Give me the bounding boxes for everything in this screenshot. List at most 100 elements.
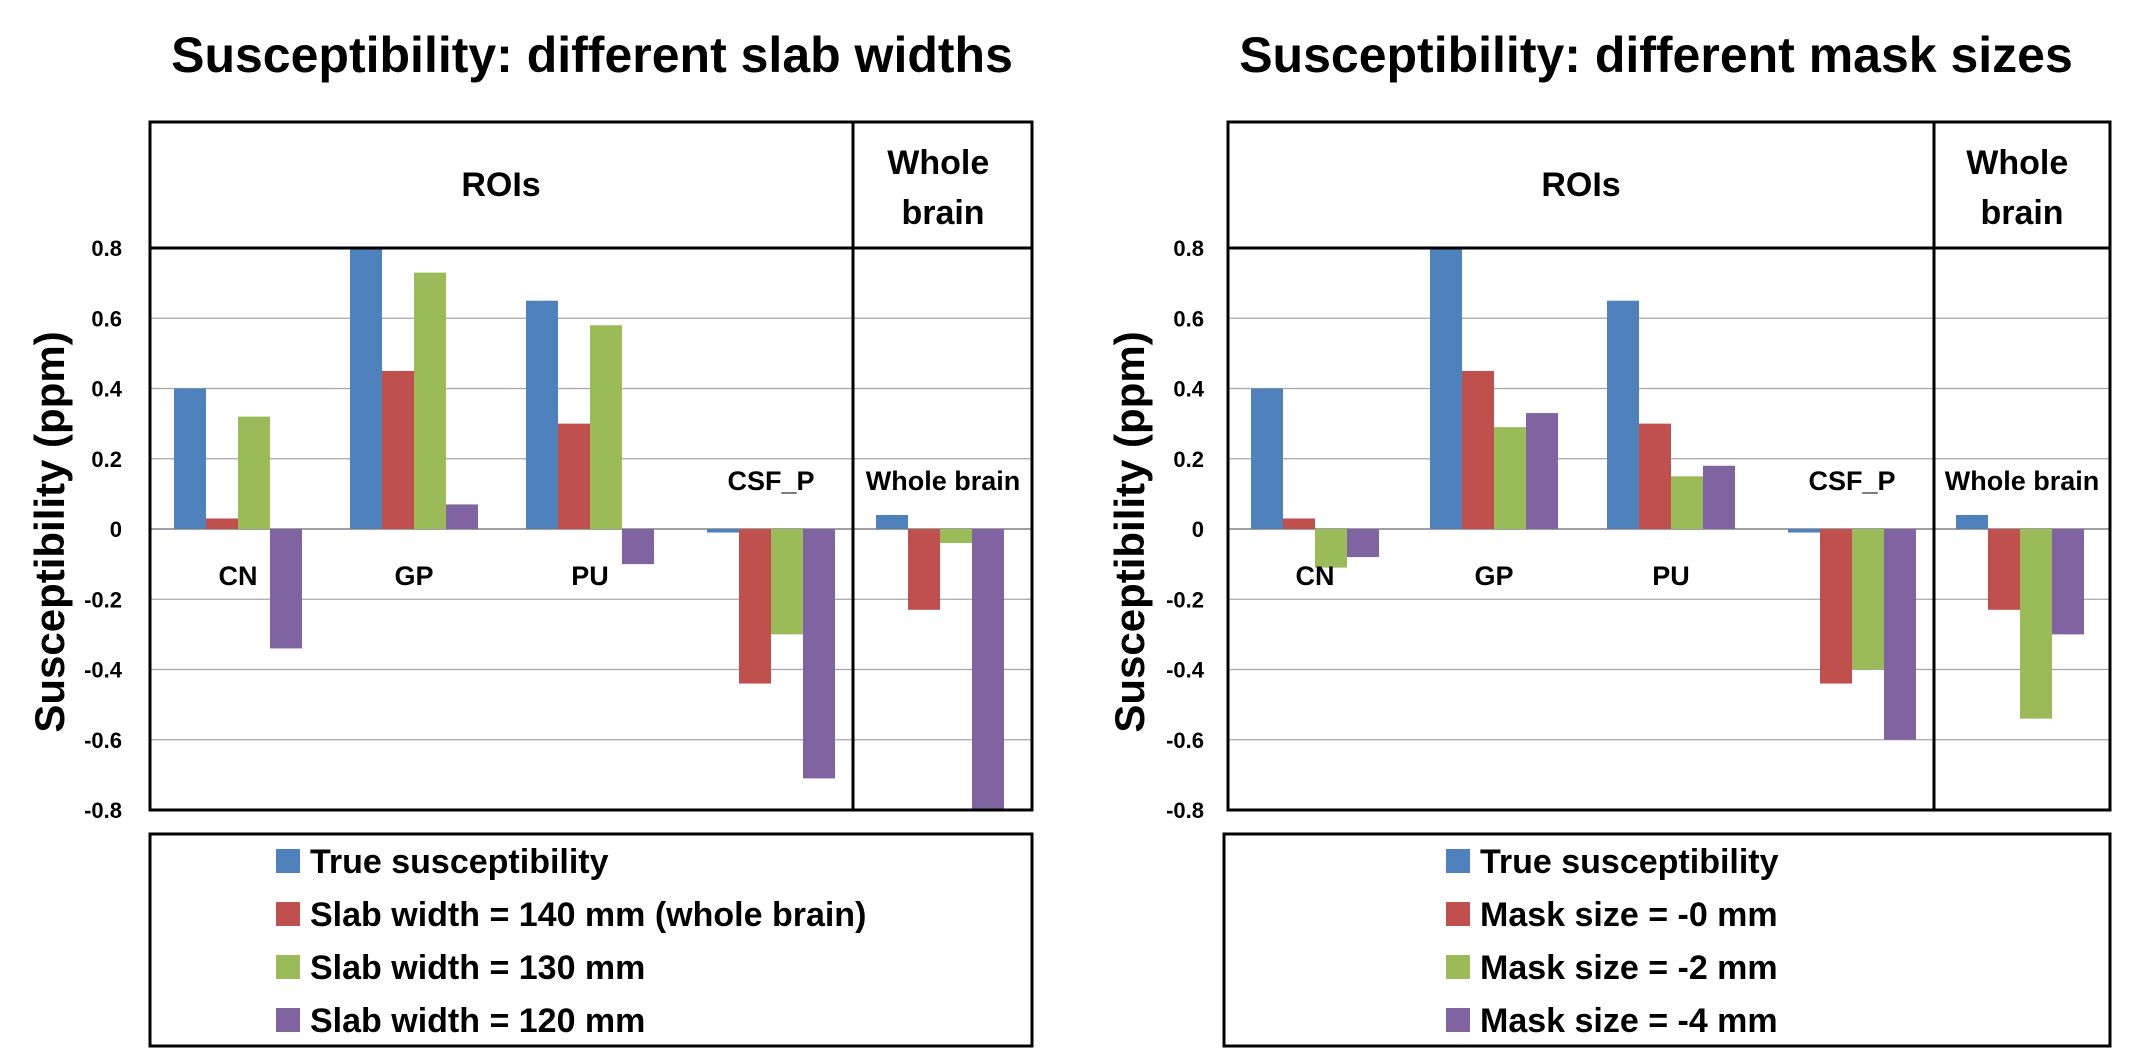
bar xyxy=(526,300,558,529)
category-labels: CN GP PU CSF_P Whole brain xyxy=(219,466,1021,591)
category-label: GP xyxy=(394,561,433,591)
legend-box xyxy=(1222,832,2112,1048)
y-tick-label: 0 xyxy=(110,517,122,542)
bar xyxy=(803,529,835,779)
chart-title: Susceptibility: different mask sizes xyxy=(1239,27,2073,83)
bar xyxy=(1607,300,1639,529)
category-label: Whole brain xyxy=(1945,466,2100,496)
legend-label: Slab width = 140 mm (whole brain) xyxy=(310,896,866,934)
bar xyxy=(558,423,590,529)
bar xyxy=(1283,518,1315,529)
legend-swatch xyxy=(276,902,300,926)
bar xyxy=(1956,514,1988,529)
bar xyxy=(350,248,382,529)
region-label-rois: ROIs xyxy=(1541,166,1620,204)
y-axis-label: Susceptibility (ppm) xyxy=(1106,331,1153,732)
legend: True susceptibility Slab width = 140 mm (… xyxy=(276,843,866,1040)
y-tick-label: 0.6 xyxy=(1173,306,1204,331)
y-tick-label: 0.4 xyxy=(91,377,122,402)
bar xyxy=(1347,529,1379,558)
bar xyxy=(414,272,446,529)
bar xyxy=(1430,248,1462,529)
bar xyxy=(590,325,622,529)
region-label-rois: ROIs xyxy=(461,166,540,204)
y-tick-label: 0.8 xyxy=(1173,236,1204,261)
legend-swatch xyxy=(1446,955,1470,979)
bar xyxy=(382,370,414,529)
category-label: CSF_P xyxy=(727,466,814,496)
legend-label: Mask size = -4 mm xyxy=(1480,1002,1778,1040)
bar xyxy=(771,529,803,635)
category-label: CSF_P xyxy=(1808,466,1895,496)
bar xyxy=(2052,529,2084,635)
bar xyxy=(270,529,302,649)
y-tick-label: -0.4 xyxy=(84,658,123,683)
category-label: PU xyxy=(1652,561,1690,591)
plot-frame xyxy=(148,120,1034,812)
bar xyxy=(1494,427,1526,529)
plot-frame xyxy=(1226,120,2112,812)
bar xyxy=(446,504,478,529)
region-label-whole-brain: Whole brain xyxy=(1966,144,2077,232)
category-label: CN xyxy=(219,561,258,591)
bar xyxy=(1884,529,1916,740)
category-label: PU xyxy=(571,561,609,591)
bar xyxy=(1820,529,1852,684)
legend-label: Slab width = 130 mm xyxy=(310,949,645,987)
legend-box xyxy=(148,832,1034,1048)
legend-swatch xyxy=(1446,849,1470,873)
y-tick-label: 0.6 xyxy=(91,306,122,331)
bar xyxy=(238,416,270,529)
legend-label: Mask size = -2 mm xyxy=(1480,949,1778,987)
bar xyxy=(1671,476,1703,529)
y-axis-label: Susceptibility (ppm) xyxy=(26,331,73,732)
category-label: GP xyxy=(1474,561,1513,591)
bar xyxy=(972,529,1004,810)
y-tick-labels: 0.8 0.6 0.4 0.2 0 -0.2 -0.4 -0.6 -0.8 xyxy=(1166,236,1205,823)
legend-label: Slab width = 120 mm xyxy=(310,1002,645,1040)
chart-title: Susceptibility: different slab widths xyxy=(171,27,1013,83)
bars xyxy=(1251,248,2084,740)
legend-swatch xyxy=(276,955,300,979)
y-tick-label: -0.8 xyxy=(84,798,122,823)
bar xyxy=(876,514,908,529)
legend-swatch xyxy=(276,1008,300,1032)
bar xyxy=(1526,413,1558,529)
legend-label: Mask size = -0 mm xyxy=(1480,896,1778,934)
legend-label: True susceptibility xyxy=(310,843,609,881)
y-tick-labels: 0.8 0.6 0.4 0.2 0 -0.2 -0.4 -0.6 -0.8 xyxy=(84,236,123,823)
bar xyxy=(1852,529,1884,670)
bar xyxy=(1462,370,1494,529)
legend-label: True susceptibility xyxy=(1480,843,1779,881)
y-tick-label: -0.2 xyxy=(1166,587,1204,612)
y-tick-label: 0.2 xyxy=(1173,447,1204,472)
legend-swatch xyxy=(1446,1008,1470,1032)
region-label-whole-brain: Whole brain xyxy=(887,144,998,232)
legend-swatch xyxy=(1446,902,1470,926)
y-tick-label: 0.8 xyxy=(91,236,122,261)
bar xyxy=(707,529,739,533)
y-tick-label: 0 xyxy=(1192,517,1204,542)
y-tick-label: -0.6 xyxy=(84,728,122,753)
y-tick-label: 0.2 xyxy=(91,447,122,472)
bar xyxy=(1251,388,1283,529)
bars xyxy=(174,248,1004,810)
bar xyxy=(2020,529,2052,719)
bar xyxy=(174,388,206,529)
chart-mask-sizes: Susceptibility: different mask sizes Sus… xyxy=(1106,27,2112,1048)
y-tick-label: 0.4 xyxy=(1173,377,1204,402)
bar xyxy=(622,529,654,565)
bar xyxy=(1988,529,2020,610)
category-label: CN xyxy=(1296,561,1335,591)
bar xyxy=(940,529,972,544)
bar xyxy=(908,529,940,610)
legend: True susceptibility Mask size = -0 mm Mask… xyxy=(1446,843,1779,1040)
bar xyxy=(1788,529,1820,533)
legend-swatch xyxy=(276,849,300,873)
category-labels: CN GP PU CSF_P Whole brain xyxy=(1296,466,2100,591)
category-label: Whole brain xyxy=(866,466,1021,496)
y-tick-label: -0.2 xyxy=(84,587,122,612)
bar xyxy=(206,518,238,529)
y-tick-label: -0.6 xyxy=(1166,728,1204,753)
y-tick-label: -0.8 xyxy=(1166,798,1204,823)
